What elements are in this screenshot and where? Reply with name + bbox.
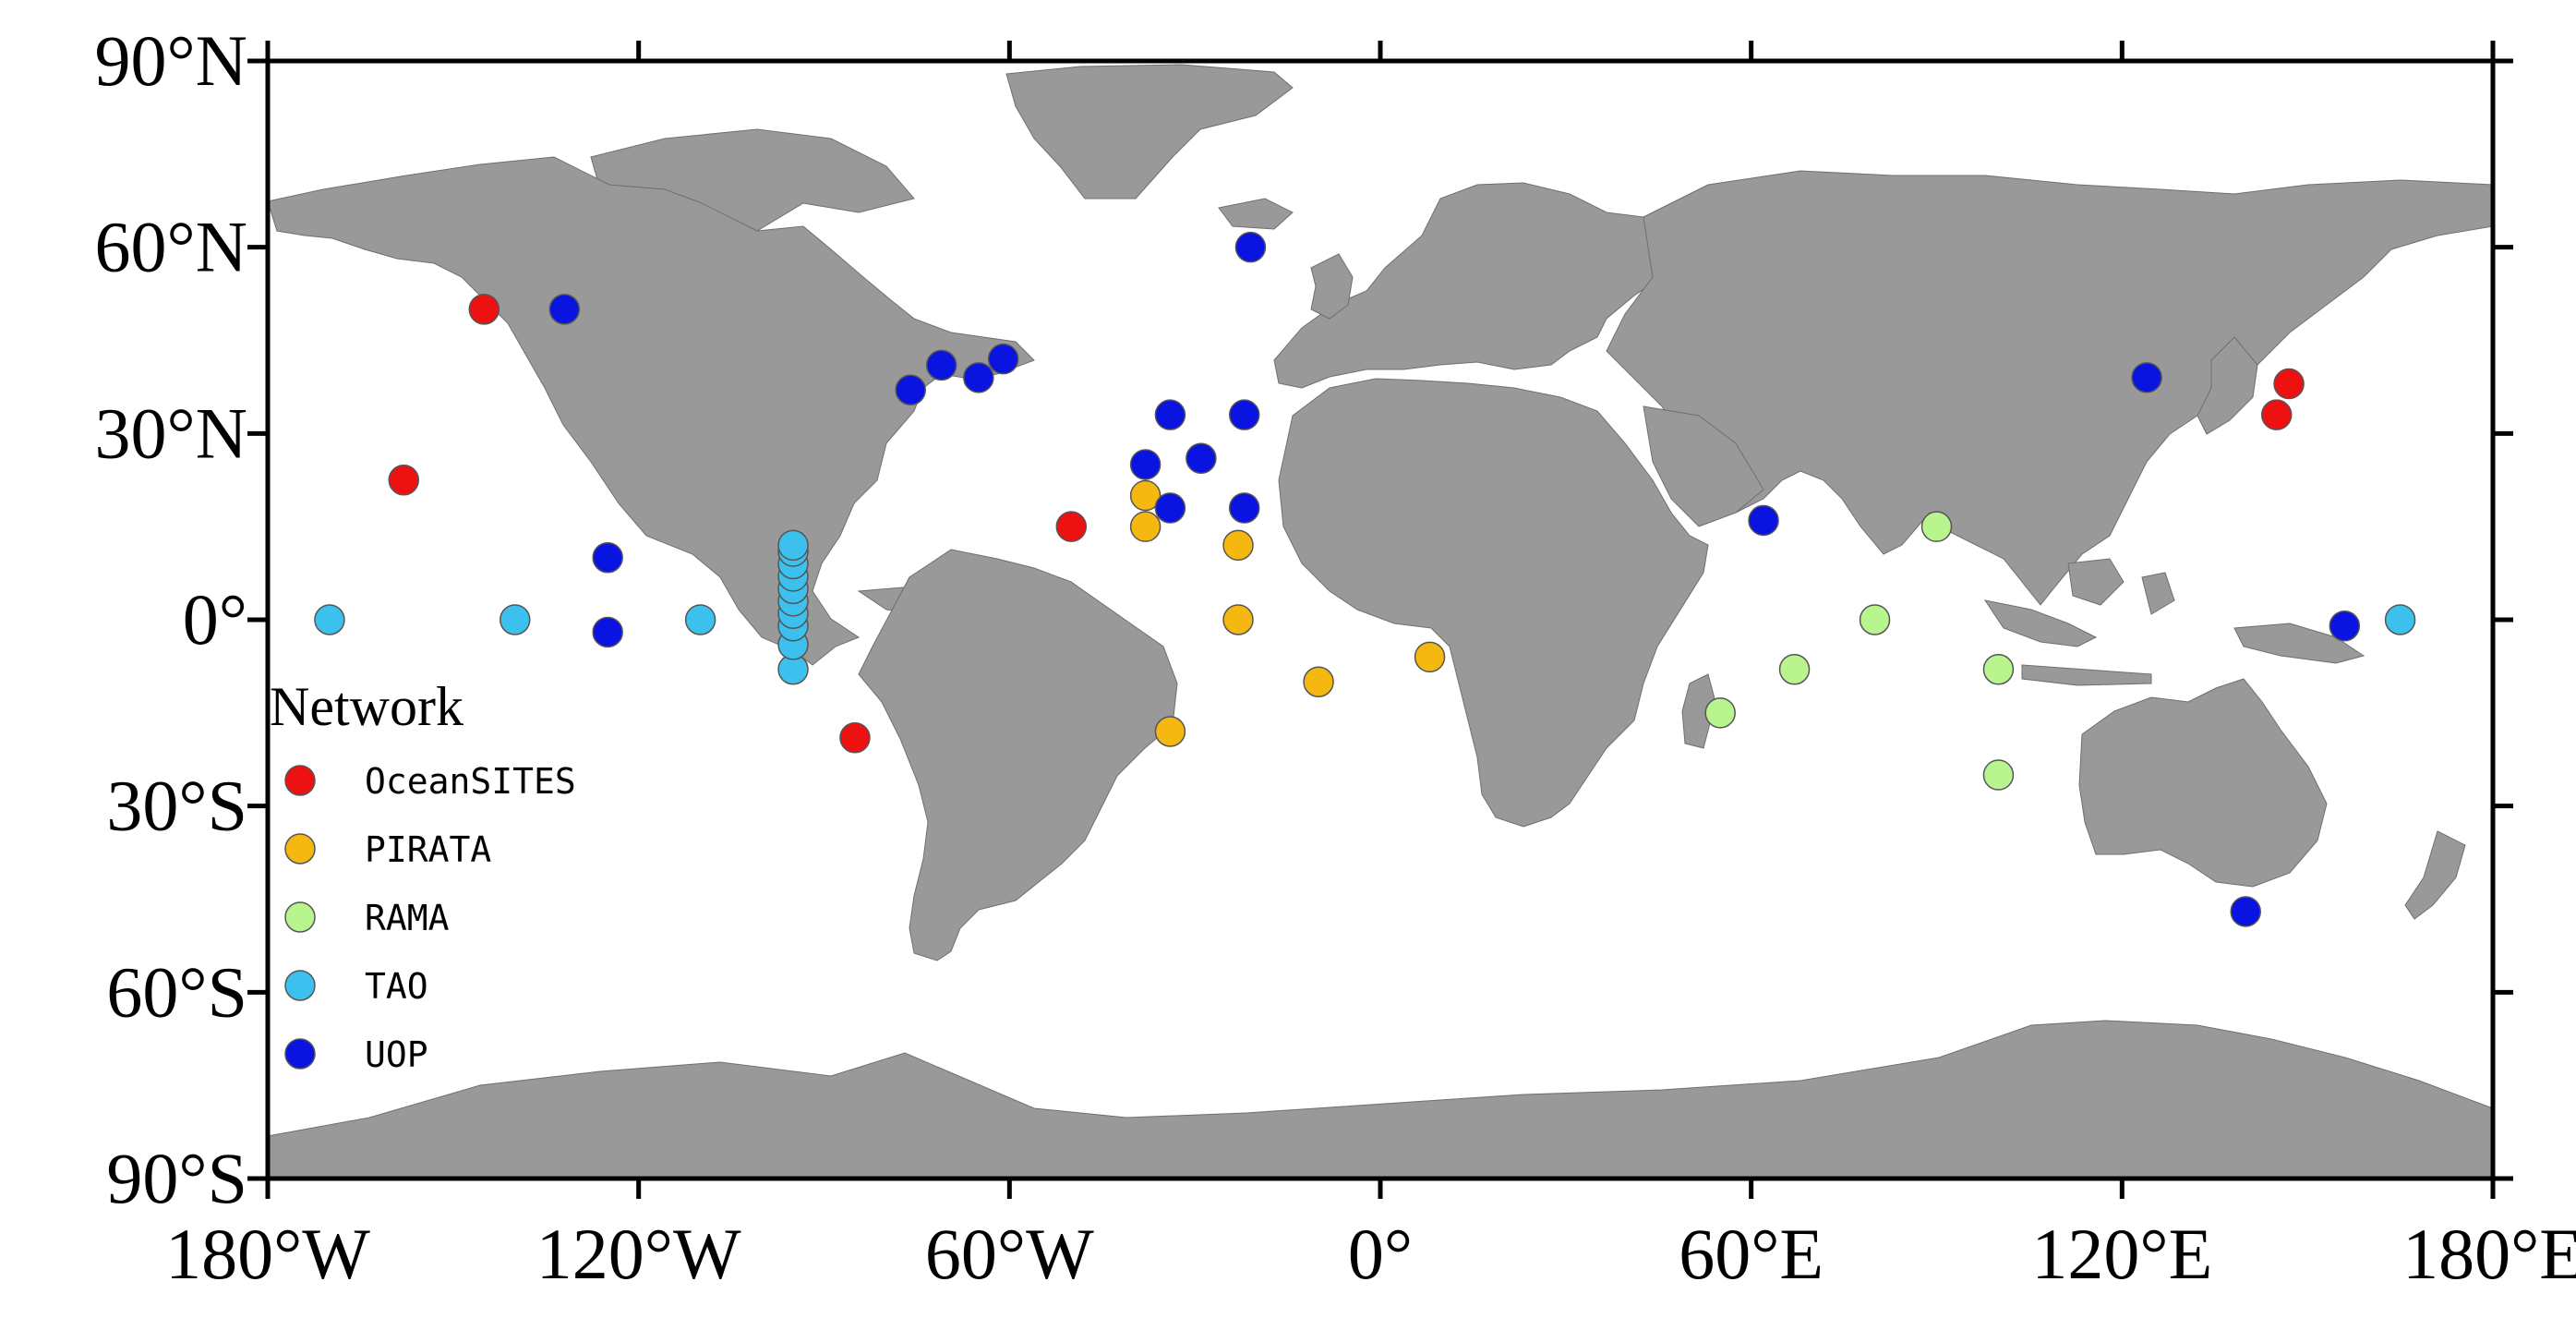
y-tick-label: 30°S	[106, 766, 247, 846]
station-marker-oceansites	[839, 721, 871, 754]
station-marker-uop	[895, 374, 926, 406]
legend-item: UOP	[284, 1034, 428, 1075]
station-marker-tao	[684, 604, 716, 635]
land-australia	[2078, 678, 2328, 888]
legend-item: RAMA	[284, 898, 450, 938]
stations-tao	[314, 529, 2416, 685]
land-masses	[267, 64, 2494, 1179]
legend-item: OceanSITES	[284, 761, 576, 802]
land-british-isles	[1310, 253, 1354, 320]
legend-swatch	[284, 765, 316, 796]
stations-pirata	[1129, 479, 1446, 747]
station-marker-uop	[2131, 362, 2162, 393]
legend-label: OceanSITES	[365, 761, 576, 802]
x-tick-label: 60°E	[1679, 1214, 1824, 1294]
land-new-zealand	[2404, 830, 2466, 920]
legend-item: PIRATA	[284, 829, 491, 870]
land-greenland	[1005, 64, 1294, 200]
legend-label: RAMA	[365, 898, 450, 938]
station-marker-uop	[987, 343, 1019, 375]
station-marker-rama	[1778, 654, 1811, 685]
station-marker-uop	[1129, 449, 1162, 480]
station-marker-uop	[925, 349, 957, 381]
station-marker-oceansites	[1055, 511, 1088, 542]
land-iceland	[1218, 198, 1294, 230]
land-antarctica	[267, 1020, 2494, 1179]
station-marker-pirata	[1303, 666, 1334, 697]
station-marker-uop	[592, 616, 623, 648]
y-tick-label: 0°	[183, 579, 247, 659]
land-indonesia	[1983, 558, 2175, 686]
station-marker-rama	[1704, 697, 1736, 729]
legend-label: UOP	[365, 1034, 428, 1075]
y-tick-label: 60°N	[94, 207, 247, 287]
x-tick-label: 120°E	[2031, 1214, 2212, 1294]
x-tick-label: 180°E	[2402, 1214, 2576, 1294]
station-marker-tao	[2384, 604, 2416, 635]
land-new-guinea	[2233, 623, 2365, 664]
x-tick-label: 60°W	[925, 1214, 1094, 1294]
legend-label: TAO	[365, 966, 428, 1007]
axis-ticks: 180°W 120°W 60°W 0° 60°E 120°E 180°E 90°N 60°N 30…	[94, 20, 2576, 1294]
station-marker-tao	[500, 604, 531, 635]
legend-title: Network	[270, 676, 463, 737]
legend-item: TAO	[284, 966, 428, 1007]
station-marker-uop	[2230, 896, 2261, 927]
station-marker-uop	[963, 362, 994, 393]
station-marker-uop	[1234, 231, 1267, 263]
stations-uop	[548, 231, 2361, 927]
land-madagascar	[1681, 673, 1716, 749]
stations-oceansites	[388, 294, 2305, 754]
station-marker-oceansites	[2260, 399, 2293, 430]
station-marker-pirata	[1129, 479, 1162, 512]
station-marker-oceansites	[388, 465, 420, 496]
station-marker-uop	[1228, 399, 1260, 430]
station-marker-uop	[592, 542, 623, 574]
station-marker-rama	[1982, 654, 2015, 685]
station-marker-pirata	[1154, 716, 1186, 747]
x-tick-label: 120°W	[536, 1214, 741, 1294]
x-tick-label: 180°W	[165, 1214, 370, 1294]
station-marker-uop	[1154, 399, 1186, 430]
station-marker-oceansites	[2273, 368, 2305, 400]
legend-swatch	[284, 833, 316, 864]
legend: Network OceanSITES PIRATA RAMA TAO UOP	[270, 676, 576, 1075]
land-arabia	[1643, 405, 1764, 527]
station-marker-rama	[1982, 759, 2015, 791]
legend-swatch	[284, 970, 316, 1001]
legend-swatch	[284, 901, 316, 933]
legend-label: PIRATA	[365, 829, 491, 870]
station-marker-pirata	[1222, 604, 1254, 635]
land-japan	[2197, 336, 2258, 435]
station-marker-uop	[548, 294, 581, 325]
y-tick-label: 90°S	[106, 1138, 247, 1218]
station-marker-pirata	[1129, 511, 1162, 542]
station-marker-rama	[1859, 604, 1891, 635]
y-tick-label: 60°S	[106, 951, 247, 1032]
station-marker-uop	[1228, 492, 1260, 524]
station-markers	[314, 231, 2416, 927]
stations-rama	[1704, 511, 2015, 791]
y-tick-label: 30°N	[94, 393, 247, 473]
station-marker-uop	[2329, 610, 2361, 642]
station-marker-rama	[1920, 511, 1953, 542]
station-marker-tao	[777, 529, 809, 562]
station-marker-oceansites	[468, 294, 500, 325]
y-tick-label: 90°N	[94, 20, 247, 101]
legend-swatch	[284, 1038, 316, 1070]
land-south-america	[858, 549, 1178, 961]
station-marker-pirata	[1414, 641, 1446, 673]
station-marker-uop	[1154, 492, 1186, 524]
land-africa	[1278, 378, 1709, 828]
station-marker-uop	[1748, 504, 1779, 537]
x-tick-label: 0°	[1348, 1214, 1413, 1294]
station-marker-pirata	[1222, 529, 1254, 562]
station-marker-tao	[314, 604, 345, 635]
station-marker-uop	[1186, 442, 1217, 474]
